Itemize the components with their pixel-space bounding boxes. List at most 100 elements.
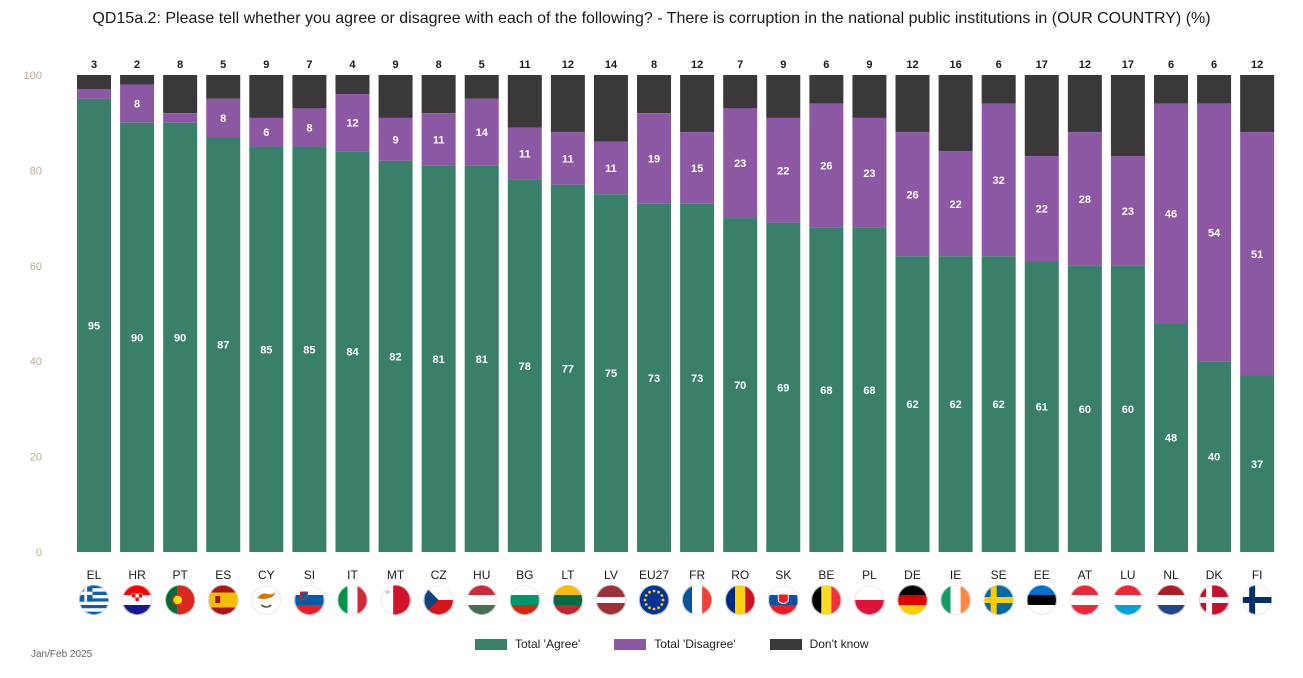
y-tick-label: 100 <box>24 70 42 82</box>
x-tick-label: SI <box>304 568 315 582</box>
data-label-dont-know: 12 <box>562 59 574 71</box>
bar-agree <box>637 203 672 553</box>
data-label-disagree: 22 <box>777 165 789 177</box>
bar-disagree <box>120 84 155 123</box>
italy-flag <box>337 585 368 615</box>
bar-disagree <box>249 117 284 147</box>
czechia-flag <box>423 585 454 615</box>
data-label-agree: 70 <box>734 380 746 392</box>
data-label-agree: 69 <box>777 382 789 394</box>
y-axis: 0 20 40 60 80 100 <box>24 70 42 559</box>
bar-agree <box>593 194 628 552</box>
bar-dont-know <box>550 75 585 133</box>
data-label-agree: 90 <box>131 332 143 344</box>
bar-disagree <box>335 94 370 152</box>
bar-agree <box>507 179 542 552</box>
bars: 9539082908878585698587841248299811188114… <box>77 59 1275 553</box>
data-label-agree: 87 <box>217 340 229 352</box>
x-tick-label: LV <box>604 568 618 582</box>
bar-disagree <box>77 89 111 99</box>
x-tick-label: HU <box>473 568 490 582</box>
legend-item-disagree: Total 'Disagree' <box>614 637 736 651</box>
data-label-dont-know: 14 <box>605 59 618 71</box>
x-tick-label: FI <box>1252 568 1263 582</box>
bar-dont-know <box>809 75 844 104</box>
data-label-disagree: 15 <box>691 163 703 175</box>
x-tick-label: CZ <box>431 568 447 582</box>
data-label-disagree: 54 <box>1208 227 1221 239</box>
legend-label-agree: Total 'Agree' <box>515 637 581 651</box>
data-label-dont-know: 6 <box>1211 59 1217 71</box>
data-label-dont-know: 17 <box>1122 59 1134 71</box>
y-tick-label: 60 <box>30 261 42 273</box>
data-label-dont-know: 9 <box>392 59 398 71</box>
data-label-agree: 73 <box>691 373 703 385</box>
bar-dont-know <box>292 75 327 109</box>
x-tick-label: PT <box>172 568 188 582</box>
data-label-agree: 77 <box>562 363 574 375</box>
bar-agree <box>1240 375 1275 552</box>
bar-agree <box>1197 361 1232 552</box>
bar-agree <box>852 227 887 552</box>
denmark-flag <box>1199 585 1230 615</box>
latvia-flag <box>595 585 626 615</box>
bar-agree <box>206 137 241 552</box>
data-label-dont-know: 7 <box>737 59 743 71</box>
bar-disagree <box>421 113 456 166</box>
bar-disagree <box>852 117 887 228</box>
bar-agree <box>1024 261 1059 552</box>
luxembourg-flag <box>1112 585 1143 615</box>
data-label-agree: 68 <box>820 385 832 397</box>
data-label-dont-know: 12 <box>691 59 703 71</box>
bar-disagree <box>163 113 198 123</box>
data-label-dont-know: 8 <box>651 59 657 71</box>
y-tick-label: 0 <box>36 547 42 559</box>
data-label-disagree: 19 <box>648 153 660 165</box>
x-tick-label: LT <box>561 568 575 582</box>
data-label-dont-know: 6 <box>996 59 1002 71</box>
x-tick-label: HR <box>128 568 146 582</box>
chart-title: QD15a.2: Please tell whether you agree o… <box>92 10 1211 27</box>
bar-dont-know <box>77 75 111 90</box>
data-label-agree: 90 <box>174 332 186 344</box>
data-label-dont-know: 12 <box>906 59 918 71</box>
bar-dont-know <box>1197 75 1232 104</box>
bar-disagree <box>680 132 715 204</box>
data-label-disagree: 12 <box>346 118 358 130</box>
bar-agree <box>335 151 370 552</box>
x-tick-label: NL <box>1163 568 1179 582</box>
finland-flag <box>1242 585 1273 615</box>
bar-agree <box>981 256 1016 552</box>
bar-agree <box>680 203 715 553</box>
x-tick-label: IE <box>950 568 961 582</box>
y-tick-label: 20 <box>30 452 42 464</box>
portugal-flag <box>165 585 196 615</box>
bar-agree <box>120 122 155 552</box>
bar-dont-know <box>1067 75 1102 133</box>
data-label-agree: 75 <box>605 368 617 380</box>
bar-dont-know <box>1154 75 1188 104</box>
x-tick-label: DK <box>1206 568 1223 582</box>
data-label-agree: 68 <box>863 385 875 397</box>
data-label-disagree: 8 <box>134 99 140 111</box>
bar-disagree <box>464 98 499 166</box>
legend-swatch-agree <box>475 638 507 650</box>
bar-agree <box>1154 323 1188 552</box>
bar-dont-know <box>335 75 370 95</box>
bar-disagree <box>507 127 542 180</box>
bulgaria-flag <box>509 585 540 615</box>
x-tick-label: ES <box>215 568 231 582</box>
x-tick-label: DE <box>904 568 921 582</box>
poland-flag <box>854 585 885 615</box>
bar-dont-know <box>120 75 155 85</box>
bar-disagree <box>1110 156 1145 266</box>
data-label-dont-know: 17 <box>1036 59 1048 71</box>
x-tick-label: MT <box>387 568 405 582</box>
data-label-disagree: 23 <box>734 158 746 170</box>
data-label-disagree: 8 <box>306 122 312 134</box>
bar-agree <box>938 256 973 552</box>
data-label-dont-know: 5 <box>479 59 485 71</box>
bar-disagree <box>981 103 1016 257</box>
data-label-agree: 81 <box>433 354 445 366</box>
bar-dont-know <box>163 75 198 114</box>
